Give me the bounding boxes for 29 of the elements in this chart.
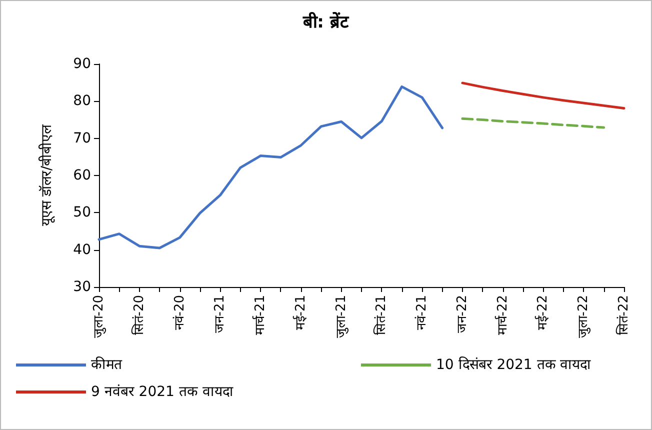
x-tick-label: सितं-21 [373, 295, 390, 336]
x-tick-label: मार्च-22 [494, 295, 510, 336]
x-tick-label: जुला-20 [92, 295, 106, 338]
y-tick-label: 90 [73, 56, 91, 72]
line-series [461, 82, 626, 110]
x-tick-label: सितं-22 [616, 295, 632, 336]
line-series [461, 117, 606, 129]
y-tick-label: 80 [73, 93, 91, 110]
y-tick-label: 70 [73, 130, 91, 146]
y-tick-label: 50 [73, 204, 91, 221]
y-tick-label: 60 [73, 168, 91, 184]
x-tick-label: जन-21 [212, 295, 228, 334]
line-series [98, 85, 444, 250]
y-tick-label: 30 [73, 279, 91, 295]
legend-label: कीमत [91, 356, 123, 373]
chart-title: बी: ब्रेंट [302, 12, 350, 32]
legend-label: 9 नवंबर 2021 तक वायदा [91, 384, 234, 400]
x-tick-label: मई-21 [292, 295, 308, 330]
y-axis-title: यूएस डॉलर/बीबीएल [38, 124, 55, 226]
x-tick-label: मई-22 [534, 295, 551, 330]
x-tick-label: जन-22 [454, 295, 470, 334]
x-tick-label: जुला-22 [576, 295, 592, 338]
x-tick-label: जुला-21 [334, 295, 349, 338]
x-tick-label: नवं-21 [414, 295, 430, 330]
y-tick-label: 40 [73, 242, 91, 258]
x-tick-label: नवं-20 [172, 295, 188, 330]
x-tick-label: मार्च-21 [252, 295, 268, 336]
x-tick-label: सितं-20 [130, 295, 147, 336]
legend-label: 10 दिसंबर 2021 तक वायदा [436, 356, 592, 373]
